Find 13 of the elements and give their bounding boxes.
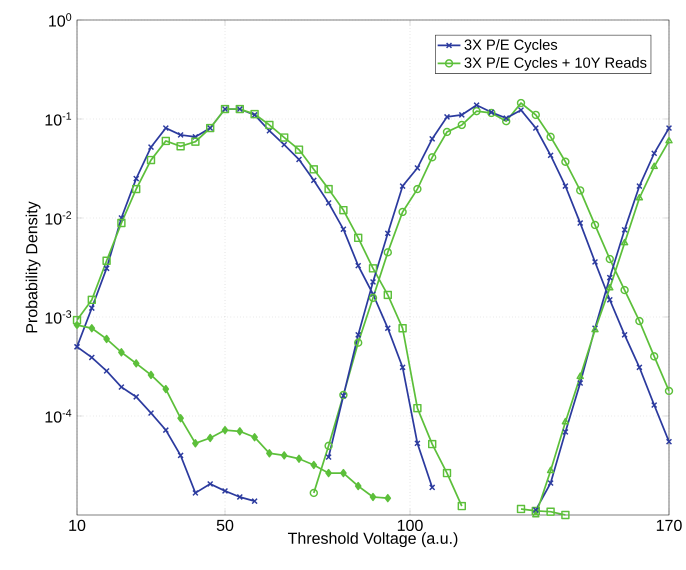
- legend-label: 3X P/E Cycles + 10Y Reads: [464, 57, 646, 71]
- x-tick-label: 170: [656, 520, 682, 532]
- x-tick-label: 10: [69, 520, 86, 532]
- y-tick-label: 10$^{-3}$: [46, 310, 72, 324]
- y-tick-label: 10$^{0}$: [49, 13, 72, 27]
- x-axis-title: Threshold Voltage (a.u.): [288, 532, 458, 548]
- x-tick-label: 100: [398, 520, 423, 532]
- y-tick-label: 10$^{-2}$: [46, 211, 72, 225]
- y-tick-label: 10$^{-4}$: [46, 409, 72, 423]
- x-tick-label: 50: [216, 520, 234, 532]
- legend-label: 3X P/E Cycles: [464, 39, 558, 53]
- y-axis-title: Probability Density: [26, 201, 41, 332]
- y-tick-label: 10$^{-1}$: [46, 112, 72, 126]
